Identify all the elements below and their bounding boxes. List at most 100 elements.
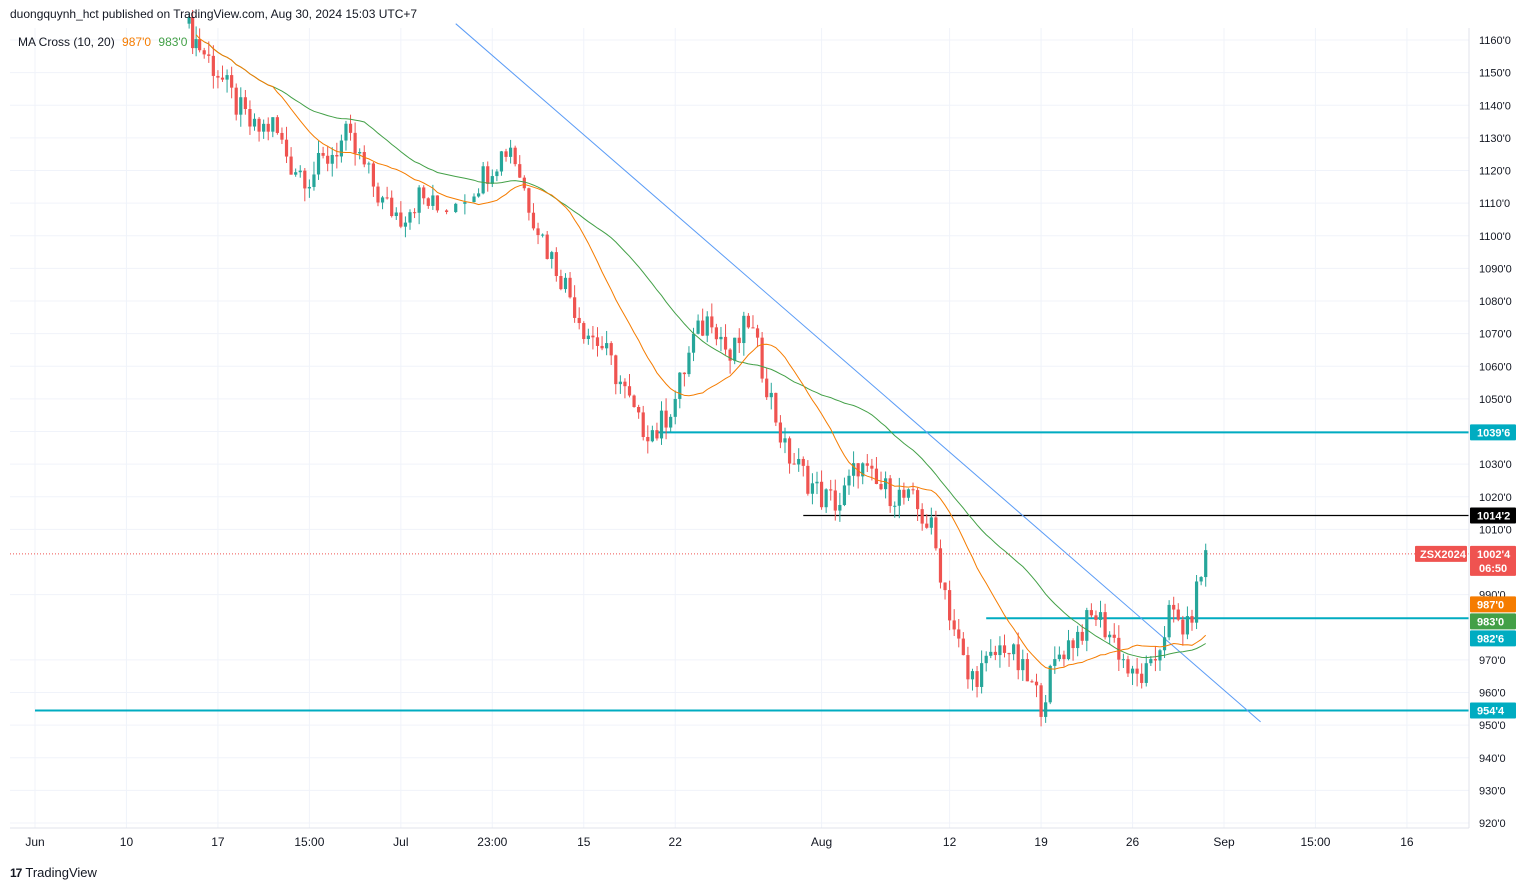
price-badge-label: 987'0 (1477, 599, 1504, 611)
price-badge (1470, 702, 1516, 719)
footer-brand[interactable]: 17 TradingView (10, 865, 97, 880)
price-tick-label: 1060'0 (1479, 361, 1512, 373)
price-axis[interactable]: 1160'0 1150'0 1140'0 1130'0 1120'0 1110'0 1100… (1468, 28, 1512, 830)
time-tick-label: 22 (669, 835, 683, 849)
candle-up (984, 655, 988, 664)
candle-down (1140, 673, 1144, 683)
candle-up (417, 187, 421, 213)
candle-down (591, 335, 595, 338)
price-tick-label: 1150'0 (1479, 68, 1511, 80)
candle-up (1108, 634, 1112, 638)
candle-down (220, 77, 225, 80)
candle-down (412, 212, 417, 214)
candle-down (371, 163, 376, 187)
moving-average-layer (195, 34, 1207, 670)
candle-up (495, 171, 499, 177)
candle-down (646, 436, 650, 442)
time-tick-label: 19 (1034, 835, 1048, 849)
symbol-tag (1415, 545, 1467, 562)
candle-up (1048, 665, 1052, 703)
candle-down (435, 195, 440, 211)
candle-up (906, 489, 911, 498)
candle-up (330, 154, 334, 164)
candle-down (284, 139, 289, 157)
candle-up (970, 671, 975, 680)
countdown-label: 06:50 (1479, 563, 1507, 575)
candle-up (605, 343, 609, 349)
publish-header: duongquynh_hct published on TradingView.… (10, 7, 418, 21)
price-tick-label: 940'0 (1479, 753, 1506, 765)
candle-up (307, 186, 311, 189)
brand-name: TradingView (25, 865, 97, 880)
candle-up (687, 352, 691, 375)
ma-slow-value: 983'0 (158, 35, 188, 49)
candle-down (257, 118, 261, 132)
candle-down (614, 355, 618, 385)
candle-down (701, 320, 705, 336)
candlestick-series (187, 9, 1208, 727)
candle-down (870, 465, 874, 469)
candle-down (1071, 640, 1075, 649)
candle-down (920, 509, 924, 524)
candle-down (943, 582, 947, 591)
candle-down (833, 490, 837, 511)
time-tick-label: 10 (120, 835, 134, 849)
candle-up (481, 166, 485, 194)
ma-fast-line (195, 34, 1207, 670)
candle-down (198, 39, 202, 51)
candle-down (202, 50, 206, 55)
candle-up (998, 645, 1002, 656)
price-tick-label: 1050'0 (1479, 394, 1512, 406)
candle-down (289, 156, 293, 175)
symbol-tag-label: ZSX2024 (1420, 549, 1467, 561)
price-badge (1470, 596, 1516, 613)
trendline-layer (455, 23, 1261, 723)
candle-up (797, 458, 801, 465)
candle-up (1121, 659, 1125, 661)
candle-up (980, 663, 984, 687)
candle-down (1089, 610, 1093, 616)
candle-up (509, 147, 513, 157)
candle-up (1194, 581, 1199, 623)
indicator-name: MA Cross (10, 20) (18, 35, 115, 49)
time-tick-label: Jul (393, 835, 408, 849)
price-tick-label: 1140'0 (1479, 100, 1511, 112)
candle-up (339, 140, 343, 157)
candle-down (321, 152, 325, 156)
candle-down (760, 337, 764, 379)
candle-up (476, 193, 481, 197)
indicator-legend[interactable]: MA Cross (10, 20) 987'0 983'0 (18, 35, 191, 49)
candle-down (1002, 645, 1007, 653)
candle-up (408, 212, 412, 223)
candle-down (714, 327, 718, 340)
candle-down (1062, 654, 1066, 660)
time-tick-label: Aug (811, 835, 832, 849)
candle-down (234, 87, 238, 115)
price-tick-label: 1030'0 (1479, 459, 1512, 471)
time-tick-label: Sep (1213, 835, 1235, 849)
price-badge-label: 983'0 (1477, 616, 1504, 628)
candle-up (187, 17, 191, 24)
candle-up (344, 123, 348, 141)
candle-down (911, 489, 915, 491)
ma-slow-line (203, 41, 1206, 659)
candle-down (582, 323, 586, 340)
candle-up (1066, 640, 1071, 660)
price-tick-label: 1080'0 (1479, 296, 1512, 308)
candle-down (723, 336, 728, 350)
candle-up (815, 481, 819, 484)
candle-down (399, 212, 403, 227)
price-tick-label: 1120'0 (1479, 166, 1511, 178)
candle-down (280, 132, 284, 140)
candle-down (948, 590, 952, 621)
candle-up (1057, 654, 1061, 660)
candle-up (358, 152, 362, 154)
candle-up (678, 372, 682, 399)
candle-up (1053, 659, 1057, 666)
candle-down (600, 345, 604, 349)
time-axis[interactable]: Jun 10 17 15:00 Jul 23:00 15 22 Aug 12 19 26 Sep 15:0… (10, 827, 1469, 849)
candle-up (380, 197, 385, 203)
candle-down (191, 17, 195, 49)
price-badges: 1039'6 1014'2 987'0 983'0 982'6 954'4 1002'4 06… (1415, 424, 1516, 719)
